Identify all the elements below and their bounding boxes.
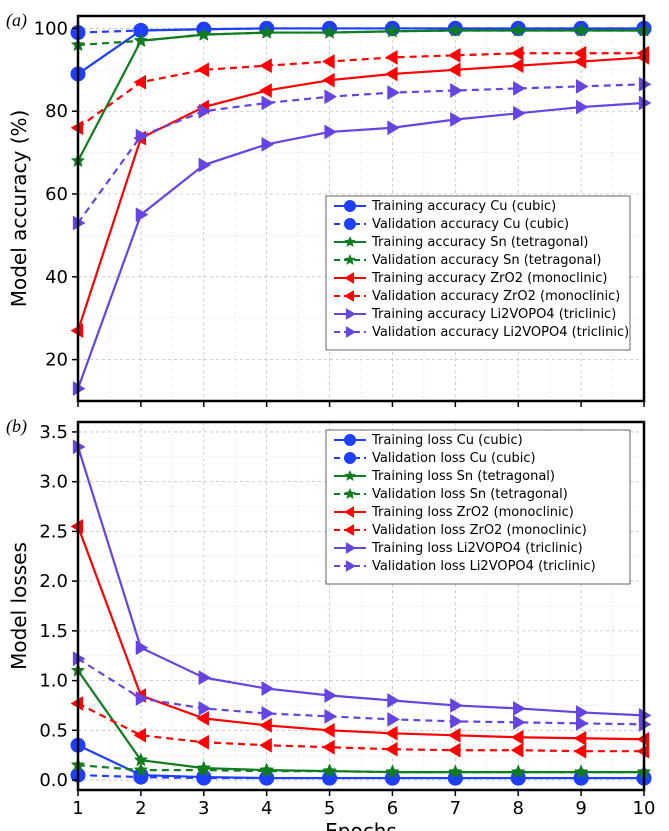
- svg-text:Model losses: Model losses: [7, 542, 31, 670]
- chart-svg: 20 40 60 80 100 Model accuracy (%) Training ac…: [0, 0, 669, 831]
- svg-text:1.0: 1.0: [39, 671, 68, 692]
- panel-b-label: (b): [6, 416, 27, 437]
- svg-text:2.0: 2.0: [39, 571, 68, 592]
- svg-text:Validation loss ZrO2 (monoclin: Validation loss ZrO2 (monoclinic): [372, 523, 587, 538]
- svg-text:0.0: 0.0: [39, 770, 68, 791]
- svg-text:60: 60: [45, 184, 68, 205]
- svg-text:10: 10: [633, 798, 656, 819]
- svg-text:4: 4: [261, 798, 272, 819]
- figure-container: (a) (b) 20 40 60 80 100 Model accuracy (%) Tra…: [0, 0, 669, 831]
- svg-text:Validation accuracy ZrO2 (mono: Validation accuracy ZrO2 (monoclinic): [372, 289, 620, 304]
- svg-text:Validation accuracy Sn (tetrag: Validation accuracy Sn (tetragonal): [372, 253, 601, 268]
- svg-text:Epochs: Epochs: [325, 819, 397, 831]
- svg-text:3: 3: [198, 798, 209, 819]
- svg-text:40: 40: [45, 267, 68, 288]
- svg-text:Training accuracy Cu (cubic): Training accuracy Cu (cubic): [371, 199, 556, 214]
- svg-text:80: 80: [45, 101, 68, 122]
- svg-text:1: 1: [72, 798, 83, 819]
- svg-text:2.5: 2.5: [39, 521, 68, 542]
- svg-text:100: 100: [34, 18, 68, 39]
- svg-text:Model accuracy (%): Model accuracy (%): [7, 110, 31, 308]
- svg-text:20: 20: [45, 350, 68, 371]
- svg-text:3.5: 3.5: [39, 422, 68, 443]
- svg-text:1.5: 1.5: [39, 621, 68, 642]
- svg-text:Training loss Cu (cubic): Training loss Cu (cubic): [371, 433, 523, 448]
- svg-text:Validation loss Li2VOPO4 (tric: Validation loss Li2VOPO4 (triclinic): [372, 559, 596, 574]
- svg-text:7: 7: [450, 798, 461, 819]
- svg-text:Training loss Sn (tetragonal): Training loss Sn (tetragonal): [371, 469, 555, 484]
- svg-text:5: 5: [324, 798, 335, 819]
- panel-a-label: (a): [6, 10, 27, 31]
- svg-text:Validation loss Sn (tetragonal: Validation loss Sn (tetragonal): [372, 487, 568, 502]
- svg-text:Validation loss Cu (cubic): Validation loss Cu (cubic): [372, 451, 536, 466]
- svg-text:0.5: 0.5: [39, 720, 68, 741]
- svg-text:Training loss ZrO2 (monoclinic: Training loss ZrO2 (monoclinic): [371, 505, 574, 520]
- svg-text:Training accuracy Li2VOPO4 (tr: Training accuracy Li2VOPO4 (triclinic): [371, 307, 616, 322]
- svg-text:Training accuracy ZrO2 (monocl: Training accuracy ZrO2 (monoclinic): [371, 271, 607, 286]
- svg-text:9: 9: [575, 798, 586, 819]
- svg-text:2: 2: [135, 798, 146, 819]
- svg-text:Training accuracy Sn (tetragon: Training accuracy Sn (tetragonal): [371, 235, 589, 250]
- svg-text:Validation accuracy Li2VOPO4 (: Validation accuracy Li2VOPO4 (triclinic): [372, 325, 629, 340]
- svg-text:Training loss Li2VOPO4 (tricli: Training loss Li2VOPO4 (triclinic): [371, 541, 583, 556]
- svg-text:3.0: 3.0: [39, 472, 68, 493]
- svg-text:8: 8: [512, 798, 523, 819]
- svg-text:6: 6: [387, 798, 398, 819]
- svg-text:Validation accuracy Cu (cubic): Validation accuracy Cu (cubic): [372, 217, 569, 232]
